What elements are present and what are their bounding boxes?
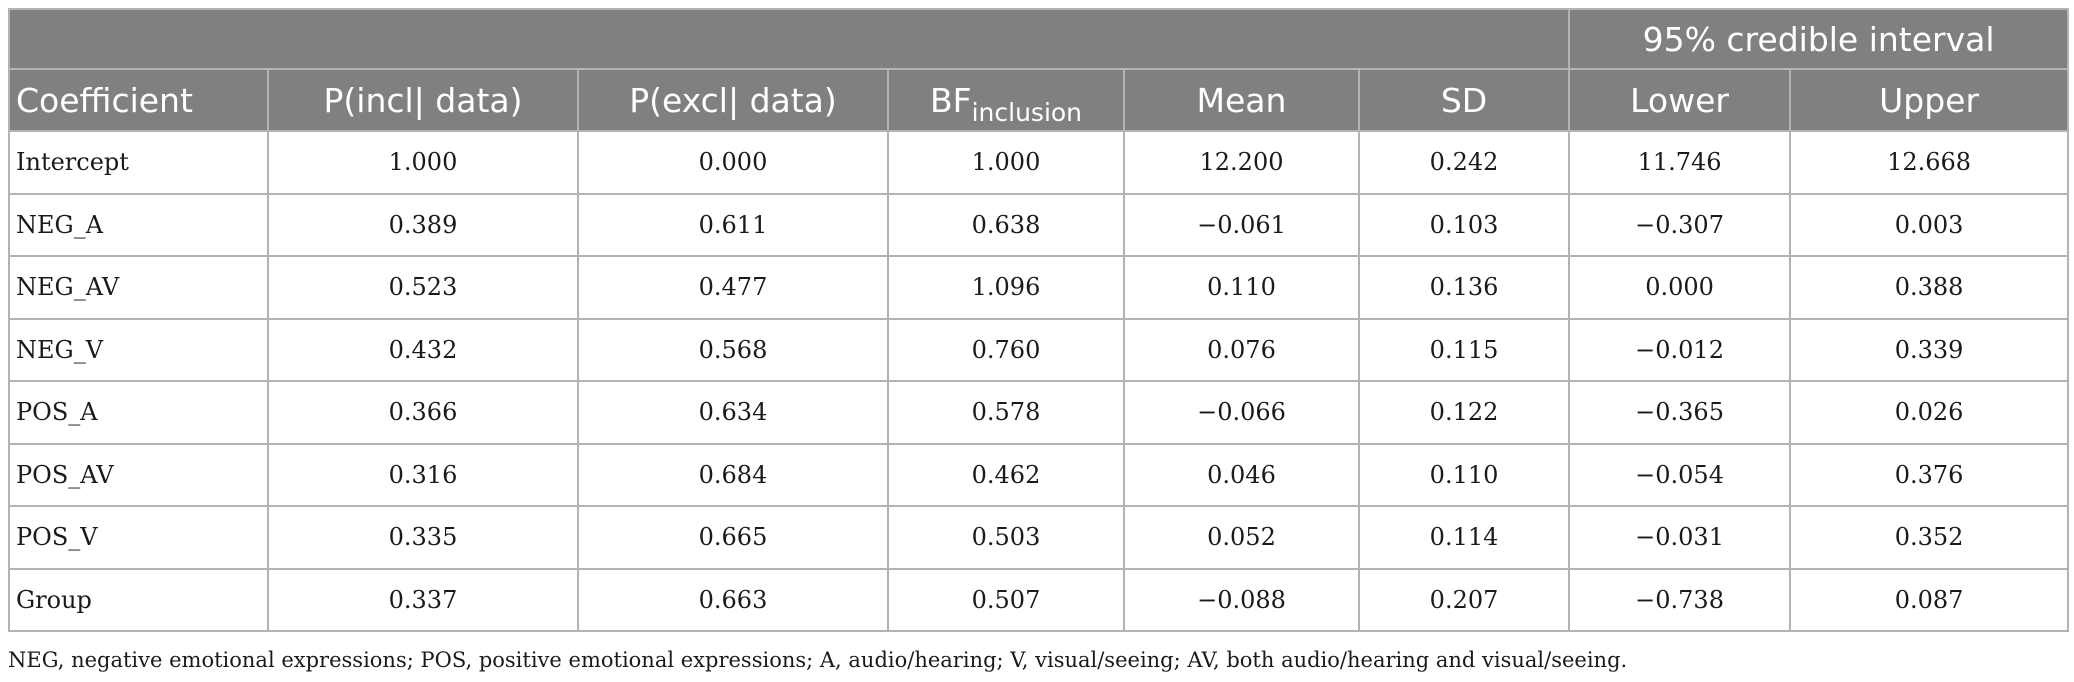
cell-sd: 0.122 — [1357, 380, 1571, 445]
table-body: Intercept 1.000 0.000 1.000 12.200 0.242… — [8, 130, 2070, 632]
cell-bf: 0.638 — [887, 192, 1125, 257]
cell-sd: 0.207 — [1357, 567, 1571, 632]
cell-p-excl: 0.611 — [577, 192, 889, 257]
cell-lower: −0.307 — [1568, 192, 1792, 257]
cell-coefficient: NEG_A — [8, 192, 269, 257]
column-header-bf-inclusion: BFinclusion — [887, 68, 1125, 132]
cell-coefficient: NEG_V — [8, 317, 269, 382]
cell-mean: 0.046 — [1123, 442, 1360, 507]
cell-p-incl: 0.389 — [267, 192, 579, 257]
cell-sd: 0.115 — [1357, 317, 1571, 382]
cell-bf: 0.462 — [887, 442, 1125, 507]
table-row: POS_A 0.366 0.634 0.578 −0.066 0.122 −0.… — [8, 380, 2070, 445]
cell-upper: 0.087 — [1789, 567, 2070, 632]
cell-upper: 0.388 — [1789, 255, 2070, 320]
table-footnote: NEG, negative emotional expressions; POS… — [8, 648, 1628, 672]
cell-bf: 1.000 — [887, 130, 1125, 195]
cell-sd: 0.136 — [1357, 255, 1571, 320]
cell-bf: 0.760 — [887, 317, 1125, 382]
cell-p-incl: 0.366 — [267, 380, 579, 445]
cell-coefficient: Intercept — [8, 130, 269, 195]
cell-upper: 0.376 — [1789, 442, 2070, 507]
cell-upper: 0.003 — [1789, 192, 2070, 257]
cell-p-excl: 0.477 — [577, 255, 889, 320]
cell-coefficient: POS_AV — [8, 442, 269, 507]
cell-p-incl: 0.335 — [267, 505, 579, 570]
cell-coefficient: Group — [8, 567, 269, 632]
header-row-columns: Coefficient P(incl| data) P(excl| data) … — [8, 68, 2070, 132]
table-row: NEG_AV 0.523 0.477 1.096 0.110 0.136 0.0… — [8, 255, 2070, 320]
column-header-sd: SD — [1357, 68, 1571, 132]
column-header-p-incl: P(incl| data) — [267, 68, 579, 132]
cell-upper: 0.026 — [1789, 380, 2070, 445]
cell-upper: 12.668 — [1789, 130, 2070, 195]
table-row: NEG_V 0.432 0.568 0.760 0.076 0.115 −0.0… — [8, 317, 2070, 382]
cell-bf: 0.503 — [887, 505, 1125, 570]
cell-p-excl: 0.684 — [577, 442, 889, 507]
cell-mean: −0.088 — [1123, 567, 1360, 632]
cell-p-excl: 0.568 — [577, 317, 889, 382]
header-row-group: 95% credible interval — [7, 8, 2070, 70]
cell-lower: 11.746 — [1568, 130, 1792, 195]
cell-p-excl: 0.634 — [577, 380, 889, 445]
cell-mean: 0.110 — [1123, 255, 1360, 320]
cell-upper: 0.352 — [1789, 505, 2070, 570]
cell-lower: −0.365 — [1568, 380, 1792, 445]
column-header-p-excl: P(excl| data) — [577, 68, 889, 132]
cell-p-incl: 0.432 — [267, 317, 579, 382]
cell-bf: 0.578 — [887, 380, 1125, 445]
cell-bf: 1.096 — [887, 255, 1125, 320]
cell-sd: 0.103 — [1357, 192, 1571, 257]
cell-sd: 0.114 — [1357, 505, 1571, 570]
cell-upper: 0.339 — [1789, 317, 2070, 382]
table-row: NEG_A 0.389 0.611 0.638 −0.061 0.103 −0.… — [8, 192, 2070, 257]
table-header: 95% credible interval Coefficient P(incl… — [7, 8, 2070, 132]
column-header-lower: Lower — [1568, 68, 1792, 132]
cell-p-excl: 0.000 — [577, 130, 889, 195]
column-header-coefficient: Coefficient — [8, 68, 269, 132]
bf-main-text: BF — [929, 80, 972, 120]
bf-subscript-text: inclusion — [971, 97, 1083, 127]
cell-mean: −0.066 — [1123, 380, 1360, 445]
cell-lower: −0.738 — [1568, 567, 1792, 632]
cell-lower: −0.054 — [1568, 442, 1792, 507]
coefficients-table: 95% credible interval Coefficient P(incl… — [7, 8, 2070, 632]
cell-sd: 0.242 — [1357, 130, 1571, 195]
cell-p-excl: 0.665 — [577, 505, 889, 570]
cell-mean: 12.200 — [1123, 130, 1360, 195]
cell-sd: 0.110 — [1357, 442, 1571, 507]
table-row: POS_AV 0.316 0.684 0.462 0.046 0.110 −0.… — [8, 442, 2070, 507]
column-header-mean: Mean — [1123, 68, 1360, 132]
cell-bf: 0.507 — [887, 567, 1125, 632]
cell-lower: 0.000 — [1568, 255, 1792, 320]
cell-mean: 0.052 — [1123, 505, 1360, 570]
cell-p-incl: 1.000 — [267, 130, 579, 195]
table-container: 95% credible interval Coefficient P(incl… — [7, 8, 2070, 632]
cell-p-incl: 0.523 — [267, 255, 579, 320]
column-header-upper: Upper — [1789, 68, 2070, 132]
header-blank-cell — [7, 8, 1571, 70]
table-row: Group 0.337 0.663 0.507 −0.088 0.207 −0.… — [8, 567, 2070, 632]
cell-coefficient: NEG_AV — [8, 255, 269, 320]
table-row: POS_V 0.335 0.665 0.503 0.052 0.114 −0.0… — [8, 505, 2070, 570]
credible-interval-header: 95% credible interval — [1568, 8, 2070, 70]
cell-lower: −0.012 — [1568, 317, 1792, 382]
cell-coefficient: POS_A — [8, 380, 269, 445]
cell-coefficient: POS_V — [8, 505, 269, 570]
cell-p-incl: 0.337 — [267, 567, 579, 632]
cell-p-incl: 0.316 — [267, 442, 579, 507]
table-row: Intercept 1.000 0.000 1.000 12.200 0.242… — [8, 130, 2070, 195]
cell-mean: 0.076 — [1123, 317, 1360, 382]
cell-lower: −0.031 — [1568, 505, 1792, 570]
cell-mean: −0.061 — [1123, 192, 1360, 257]
cell-p-excl: 0.663 — [577, 567, 889, 632]
